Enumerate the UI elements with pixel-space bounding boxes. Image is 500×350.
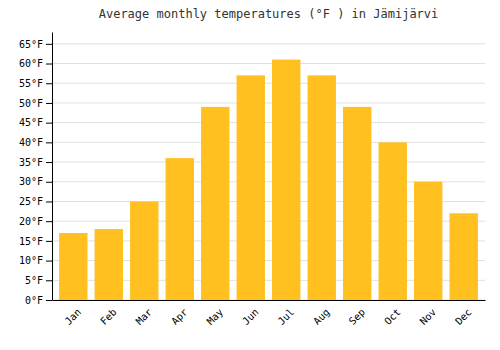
y-axis-line [52, 33, 53, 301]
y-tick-mark [46, 103, 52, 104]
y-tick: 25°F [19, 196, 52, 207]
plot-area [59, 60, 478, 300]
grid-line [52, 83, 485, 84]
grid [52, 44, 485, 300]
x-tick-label: Jul [276, 306, 297, 327]
x-tick: Sep [347, 306, 368, 327]
y-tick-label: 10°F [19, 255, 43, 266]
y-tick: 5°F [25, 275, 52, 286]
x-tick: May [205, 306, 226, 327]
y-tick-mark [46, 221, 52, 222]
bar [201, 107, 229, 300]
chart: 0°F 5°F 10°F 15°F 20°F 25°F 30°F 35°F 40°F 45°F 50… [0, 0, 500, 350]
bar [130, 201, 158, 300]
title: Average monthly temperatures (°F ) in Jä… [99, 7, 439, 21]
y-tick: 50°F [19, 98, 52, 109]
x-tick: Mar [134, 306, 155, 327]
x-tick: Nov [418, 306, 439, 327]
y-tick-mark [46, 142, 52, 143]
grid-line [52, 43, 485, 44]
bar [379, 142, 407, 300]
y-tick: 15°F [19, 236, 52, 247]
y-tick-mark [46, 261, 52, 262]
grid-line [52, 122, 485, 123]
y-tick: 60°F [19, 58, 52, 69]
y-tick-mark [46, 44, 52, 45]
y-axis: 0°F 5°F 10°F 15°F 20°F 25°F 30°F 35°F 40°F 45°F 50… [19, 33, 53, 306]
y-tick-mark [46, 182, 52, 183]
chart-container: 0°F 5°F 10°F 15°F 20°F 25°F 30°F 35°F 40°F 45°F 50… [0, 0, 500, 350]
y-tick-label: 60°F [19, 58, 43, 69]
x-axis-line [53, 300, 486, 301]
y-tick-label: 20°F [19, 216, 43, 227]
y-tick-label: 30°F [19, 176, 43, 187]
y-tick-mark [46, 300, 52, 301]
y-tick-label: 35°F [19, 157, 43, 168]
grid-line [52, 63, 485, 64]
x-tick: Jul [276, 306, 297, 327]
x-tick: Jun [240, 306, 261, 327]
bar [59, 233, 87, 300]
x-tick-label: Jun [240, 306, 261, 327]
grid-line [52, 162, 485, 163]
y-tick-mark [46, 83, 52, 84]
y-tick: 30°F [19, 176, 52, 187]
y-tick: 55°F [19, 78, 52, 89]
x-tick-label: Nov [418, 306, 439, 327]
y-tick-label: 65°F [19, 39, 43, 50]
y-tick-mark [46, 64, 52, 65]
bar [414, 182, 442, 300]
x-tick-label: Aug [311, 306, 332, 327]
y-tick: 35°F [19, 157, 52, 168]
bar [166, 158, 194, 300]
y-tick: 45°F [19, 117, 52, 128]
y-tick-label: 0°F [25, 295, 43, 306]
y-tick-label: 40°F [19, 137, 43, 148]
y-tick-label: 45°F [19, 117, 43, 128]
y-tick: 40°F [19, 137, 52, 148]
grid-line [52, 102, 485, 103]
y-tick-mark [46, 123, 52, 124]
y-tick-label: 55°F [19, 78, 43, 89]
x-tick-label: Feb [98, 306, 119, 327]
bar [308, 75, 336, 300]
y-tick-mark [46, 201, 52, 202]
x-tick: Apr [169, 306, 190, 327]
x-tick-label: Mar [134, 306, 155, 327]
y-tick: 20°F [19, 216, 52, 227]
x-tick: Dec [453, 306, 474, 327]
y-tick-label: 15°F [19, 236, 43, 247]
y-tick-mark [46, 241, 52, 242]
y-tick: 10°F [19, 255, 52, 266]
bar [343, 107, 371, 300]
bar [272, 60, 300, 300]
x-tick: Feb [98, 306, 119, 327]
y-tick-label: 50°F [19, 98, 43, 109]
x-tick-label: Oct [382, 306, 403, 327]
grid-line [52, 142, 485, 143]
x-axis: Jan Feb Mar Apr May Jun Jul Aug Sep Oct Nov Dec [53, 301, 486, 327]
y-tick-mark [46, 280, 52, 281]
x-tick: Jan [63, 306, 84, 327]
y-tick-label: 25°F [19, 196, 43, 207]
x-tick: Oct [382, 306, 403, 327]
x-tick: Aug [311, 306, 332, 327]
x-tick-label: Apr [169, 306, 190, 327]
bar [95, 229, 123, 300]
y-tick-label: 5°F [25, 275, 43, 286]
x-tick-label: Sep [347, 306, 368, 327]
y-tick: 65°F [19, 39, 52, 50]
y-tick: 0°F [25, 295, 52, 306]
bar [237, 75, 265, 300]
y-tick-mark [46, 162, 52, 163]
x-tick-label: May [205, 306, 226, 327]
x-tick-label: Dec [453, 306, 474, 327]
bar [450, 213, 478, 300]
x-tick-label: Jan [63, 306, 84, 327]
